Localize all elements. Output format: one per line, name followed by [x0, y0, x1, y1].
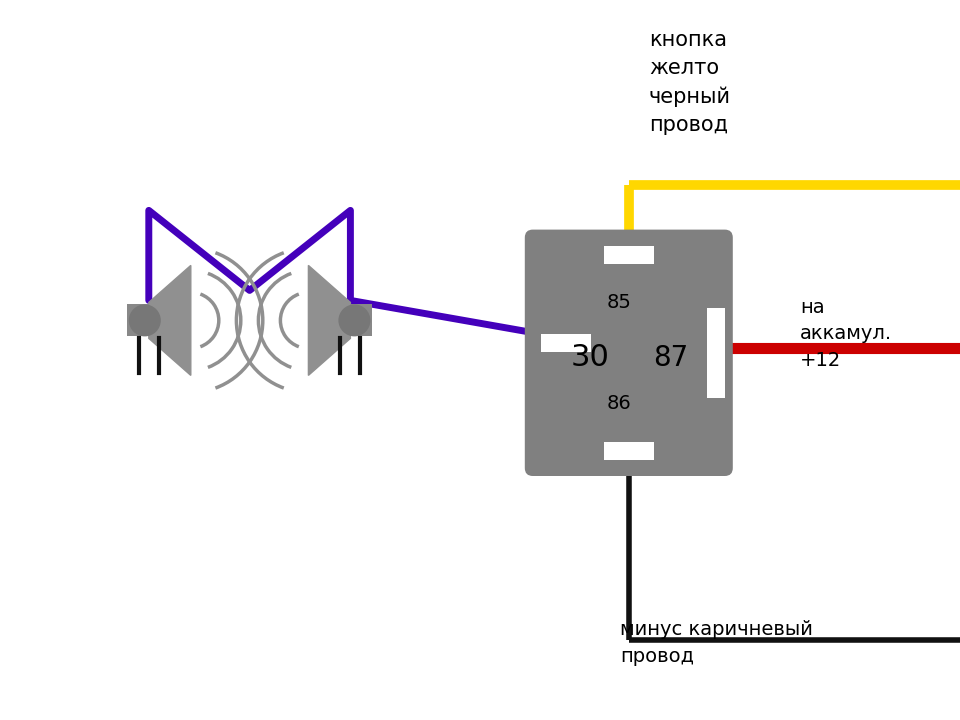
FancyBboxPatch shape	[525, 230, 732, 476]
Bar	[604, 246, 654, 264]
Bar	[350, 305, 372, 336]
Text: кнопка
желто
черный
провод: кнопка желто черный провод	[649, 30, 731, 135]
Text: 86: 86	[607, 394, 631, 413]
Circle shape	[129, 305, 161, 336]
Bar	[540, 334, 590, 352]
Bar	[604, 442, 654, 460]
Text: минус каричневый
провод: минус каричневый провод	[620, 620, 813, 665]
Polygon shape	[149, 266, 191, 375]
Bar	[707, 308, 725, 397]
Bar	[127, 305, 149, 336]
Circle shape	[338, 305, 371, 336]
Text: на
аккамул.
+12: на аккамул. +12	[800, 298, 892, 370]
Text: 85: 85	[607, 292, 632, 312]
Text: 30: 30	[571, 343, 610, 372]
Text: 87: 87	[654, 344, 688, 372]
Polygon shape	[308, 266, 350, 375]
